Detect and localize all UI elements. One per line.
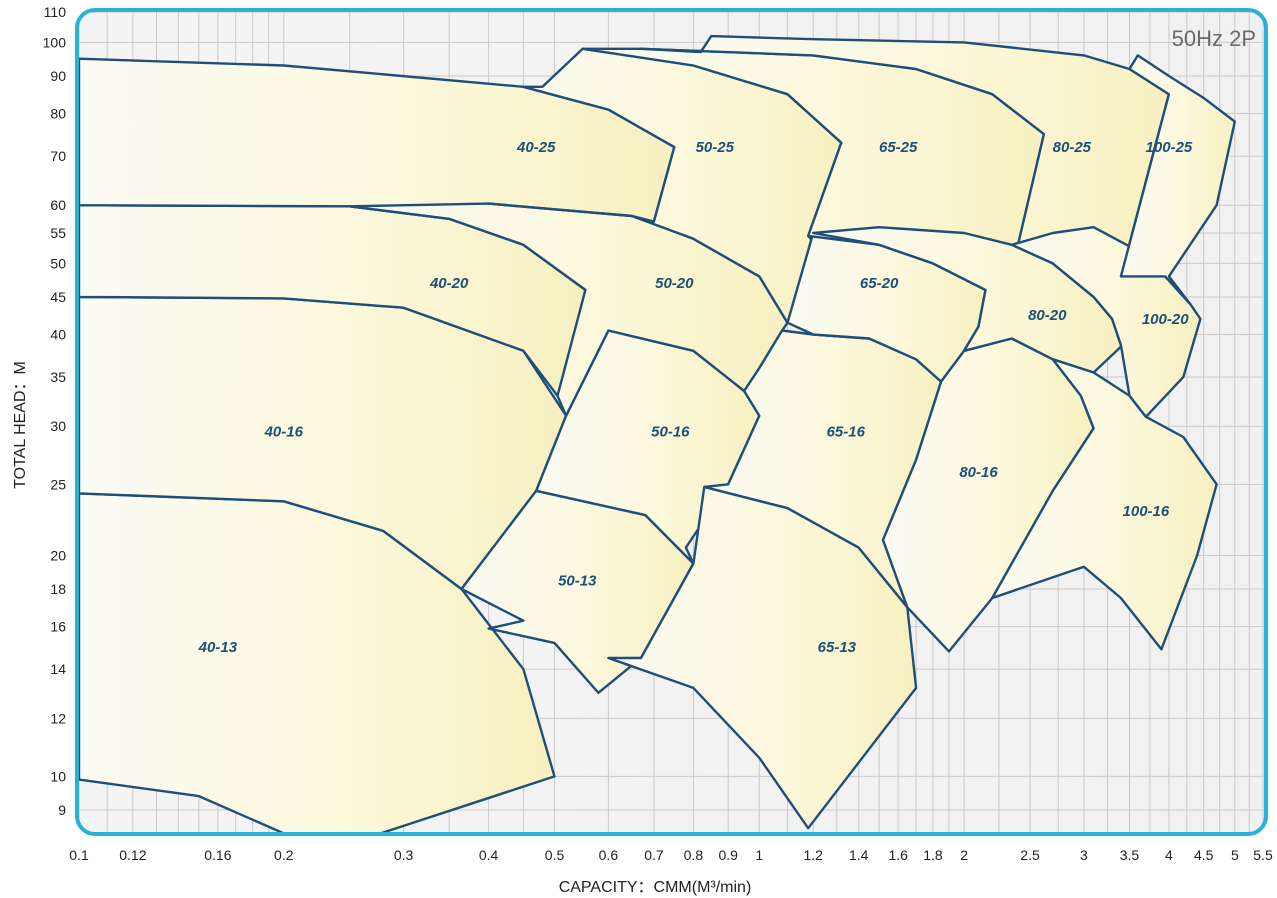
region-100-25 [1119,54,1236,306]
y-tick-label: 55 [50,225,66,241]
y-tick-label: 16 [50,619,66,635]
region-label-50-20: 50-20 [655,275,694,292]
x-tick-label: 0.3 [394,847,414,863]
y-tick-label: 80 [50,106,66,122]
region-label-40-25: 40-25 [516,139,556,156]
x-tick-label: 0.5 [545,847,565,863]
x-tick-label: 0.6 [599,847,619,863]
region-label-40-20: 40-20 [429,275,469,292]
y-tick-label: 18 [50,581,66,597]
y-tick-label: 10 [50,768,66,784]
x-tick-label: 2.5 [1020,847,1040,863]
x-tick-label: 0.1 [69,847,89,863]
region-label-80-25: 80-25 [1053,139,1092,156]
x-tick-label: 0.12 [119,847,146,863]
region-label-100-25: 100-25 [1146,139,1193,156]
x-tick-label: 0.7 [644,847,664,863]
x-tick-label: 0.2 [274,847,294,863]
region-label-100-20: 100-20 [1142,311,1189,328]
y-tick-label: 35 [50,369,66,385]
y-tick-labels: 9 10 12 14 16 18 20 25 30 35 40 45 50 55 60 70 80 90 100 11… [43,4,67,818]
y-tick-label: 45 [50,289,66,305]
region-label-65-13: 65-13 [818,639,857,656]
x-tick-label: 5.5 [1253,847,1273,863]
y-tick-label: 60 [50,197,66,213]
y-tick-label: 40 [50,326,66,342]
x-tick-label: 4.5 [1194,847,1214,863]
region-label-40-13: 40-13 [198,639,238,656]
y-tick-label: 9 [58,802,66,818]
frequency-pole-badge: 50Hz 2P [1172,26,1256,51]
x-tick-label: 3 [1080,847,1088,863]
y-tick-label: 100 [43,34,67,50]
region-label-50-13: 50-13 [558,572,597,589]
x-tick-label: 1 [755,847,763,863]
region-label-80-16: 80-16 [959,464,998,481]
y-axis-title: TOTAL HEAD：M [12,361,29,489]
x-tick-label: 1.4 [849,847,869,863]
pump-regions: 40-13 40-16 40-20 40-25 50-13 50-16 50-20 50-25… [77,34,1236,834]
x-tick-label: 1.2 [803,847,823,863]
x-tick-label: 4 [1165,847,1173,863]
x-tick-label: 1.6 [888,847,908,863]
x-tick-labels: 0.1 0.12 0.16 0.2 0.3 0.4 0.5 0.6 0.7 0.8 0.9 1 1.2 1… [69,847,1273,863]
x-tick-label: 0.4 [479,847,499,863]
plot-frame [75,8,1268,836]
x-axis-title: CAPACITY：CMM(M³/min) [559,879,752,896]
region-label-100-16: 100-16 [1123,503,1170,520]
region-label-65-25: 65-25 [879,139,918,156]
y-tick-label: 20 [50,547,66,563]
y-tick-label: 50 [50,255,66,271]
y-tick-label: 12 [50,710,66,726]
y-tick-label: 70 [50,148,66,164]
x-tick-label: 0.8 [684,847,704,863]
x-tick-label: 3.5 [1120,847,1140,863]
x-tick-label: 5 [1231,847,1239,863]
x-tick-label: 1.8 [923,847,943,863]
x-tick-label: 0.16 [204,847,231,863]
x-tick-label: 2 [960,847,968,863]
region-label-80-20: 80-20 [1028,307,1067,324]
x-tick-label: 0.9 [718,847,738,863]
region-label-65-20: 65-20 [860,275,899,292]
y-tick-label: 110 [44,4,67,20]
y-tick-label: 30 [50,418,66,434]
y-tick-label: 14 [50,661,66,677]
region-label-50-16: 50-16 [651,424,690,441]
y-tick-label: 90 [50,68,66,84]
region-label-40-16: 40-16 [264,424,304,441]
y-tick-label: 25 [50,476,66,492]
region-label-50-25: 50-25 [696,139,735,156]
region-100-16 [991,358,1218,651]
region-label-65-16: 65-16 [827,424,866,441]
